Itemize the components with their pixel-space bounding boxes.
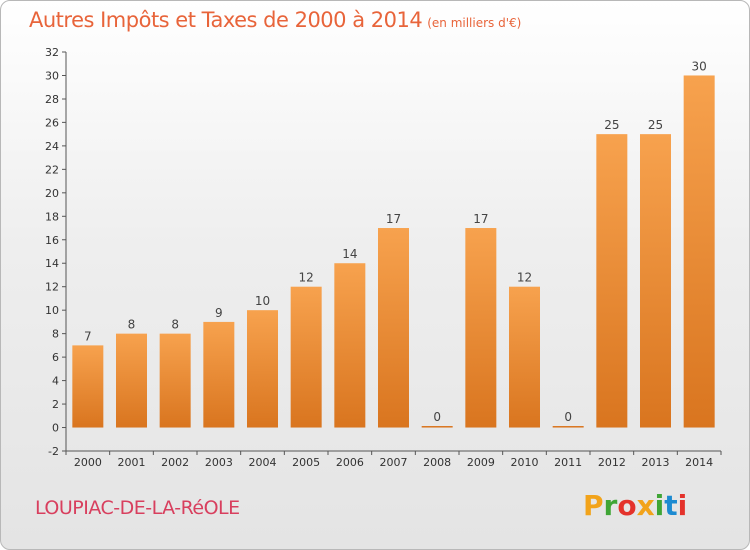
y-tick-label: 10 — [45, 304, 59, 317]
y-tick-label: 20 — [45, 187, 59, 200]
logo-letter: t — [664, 489, 678, 522]
logo-letter: o — [617, 489, 637, 522]
bar — [247, 310, 278, 428]
bar — [465, 228, 497, 428]
logo-letter: P — [583, 489, 604, 522]
bar-value-label: 25 — [648, 118, 663, 132]
x-tick-label: 2000 — [74, 456, 102, 469]
x-tick-label: 2006 — [336, 456, 364, 469]
y-tick-label: 4 — [52, 375, 59, 388]
y-tick-label: 18 — [45, 210, 59, 223]
data-labels: 7 8 8 9 10 12 14 17 0 17 12 0 25 25 30 — [84, 59, 707, 424]
bar-value-label: 12 — [517, 271, 532, 285]
logo-letter: i — [654, 489, 665, 522]
bar — [116, 333, 147, 428]
chart-subtitle: (en milliers d'€) — [427, 16, 522, 30]
y-tick-label: 12 — [45, 281, 59, 294]
bar-value-label: 17 — [386, 212, 401, 226]
chart-title: Autres Impôts et Taxes de 2000 à 2014 (en… — [29, 8, 521, 32]
x-tick-label: 2002 — [161, 456, 189, 469]
x-tick-label: 2012 — [598, 456, 626, 469]
bar — [290, 286, 322, 428]
bar — [683, 75, 715, 428]
y-tick-label: 8 — [52, 328, 59, 341]
y-tick-label: 26 — [45, 116, 59, 129]
bar — [596, 134, 628, 428]
x-tick-label: 2010 — [511, 456, 539, 469]
logo-letter: i — [677, 489, 688, 522]
y-tick-label: 6 — [52, 351, 59, 364]
bar-value-label: 8 — [128, 318, 136, 332]
y-tick-label: 14 — [45, 257, 59, 270]
y-tick-label: -2 — [48, 445, 59, 458]
bar-value-label: 0 — [433, 410, 441, 424]
location-name: LOUPIAC-DE-LA-RéOLE — [35, 497, 240, 519]
bar — [378, 228, 409, 428]
bar-value-label: 7 — [84, 329, 92, 343]
bar-value-label: 30 — [692, 59, 707, 73]
bar — [640, 134, 671, 428]
x-tick-label: 2005 — [292, 456, 320, 469]
bar-value-label: 17 — [473, 212, 488, 226]
bar-value-label: 8 — [171, 318, 179, 332]
y-tick-label: 16 — [45, 234, 59, 247]
bar — [159, 333, 191, 428]
x-tick-label: 2009 — [467, 456, 495, 469]
y-tick-label: 2 — [52, 398, 59, 411]
x-tick-label: 2004 — [249, 456, 277, 469]
bar — [203, 321, 235, 428]
bar — [421, 426, 453, 428]
x-tick-label: 2007 — [380, 456, 408, 469]
y-tick-label: 28 — [45, 93, 59, 106]
bar — [334, 263, 366, 428]
bar-value-label: 14 — [342, 247, 357, 261]
bar — [72, 345, 104, 428]
logo-letter: r — [603, 489, 618, 522]
bar-value-label: 10 — [255, 294, 270, 308]
logo-letter: x — [636, 489, 655, 522]
y-tick-label: 30 — [45, 69, 59, 82]
bar-value-label: 0 — [564, 410, 572, 424]
x-tick-label: 2003 — [205, 456, 233, 469]
y-tick-label: 22 — [45, 163, 59, 176]
bar — [552, 426, 584, 428]
bar-value-label: 25 — [604, 118, 619, 132]
bars — [72, 75, 715, 428]
y-tick-label: 32 — [45, 46, 59, 59]
x-tick-label: 2013 — [642, 456, 670, 469]
bar-value-label: 9 — [215, 306, 223, 320]
y-tick-label: 24 — [45, 140, 59, 153]
proxiti-logo: Proxiti — [583, 489, 687, 522]
bar-value-label: 12 — [299, 271, 314, 285]
x-tick-label: 2008 — [423, 456, 451, 469]
bar — [509, 286, 540, 428]
y-tick-label: 0 — [52, 422, 59, 435]
x-tick-label: 2001 — [118, 456, 146, 469]
x-axis: 2000 2001 2002 2003 2004 2005 2006 2007 2008 2009… — [65, 450, 722, 469]
chart-title-text: Autres Impôts et Taxes de 2000 à 2014 — [29, 8, 423, 32]
x-tick-label: 2014 — [685, 456, 713, 469]
x-tick-label: 2011 — [554, 456, 582, 469]
